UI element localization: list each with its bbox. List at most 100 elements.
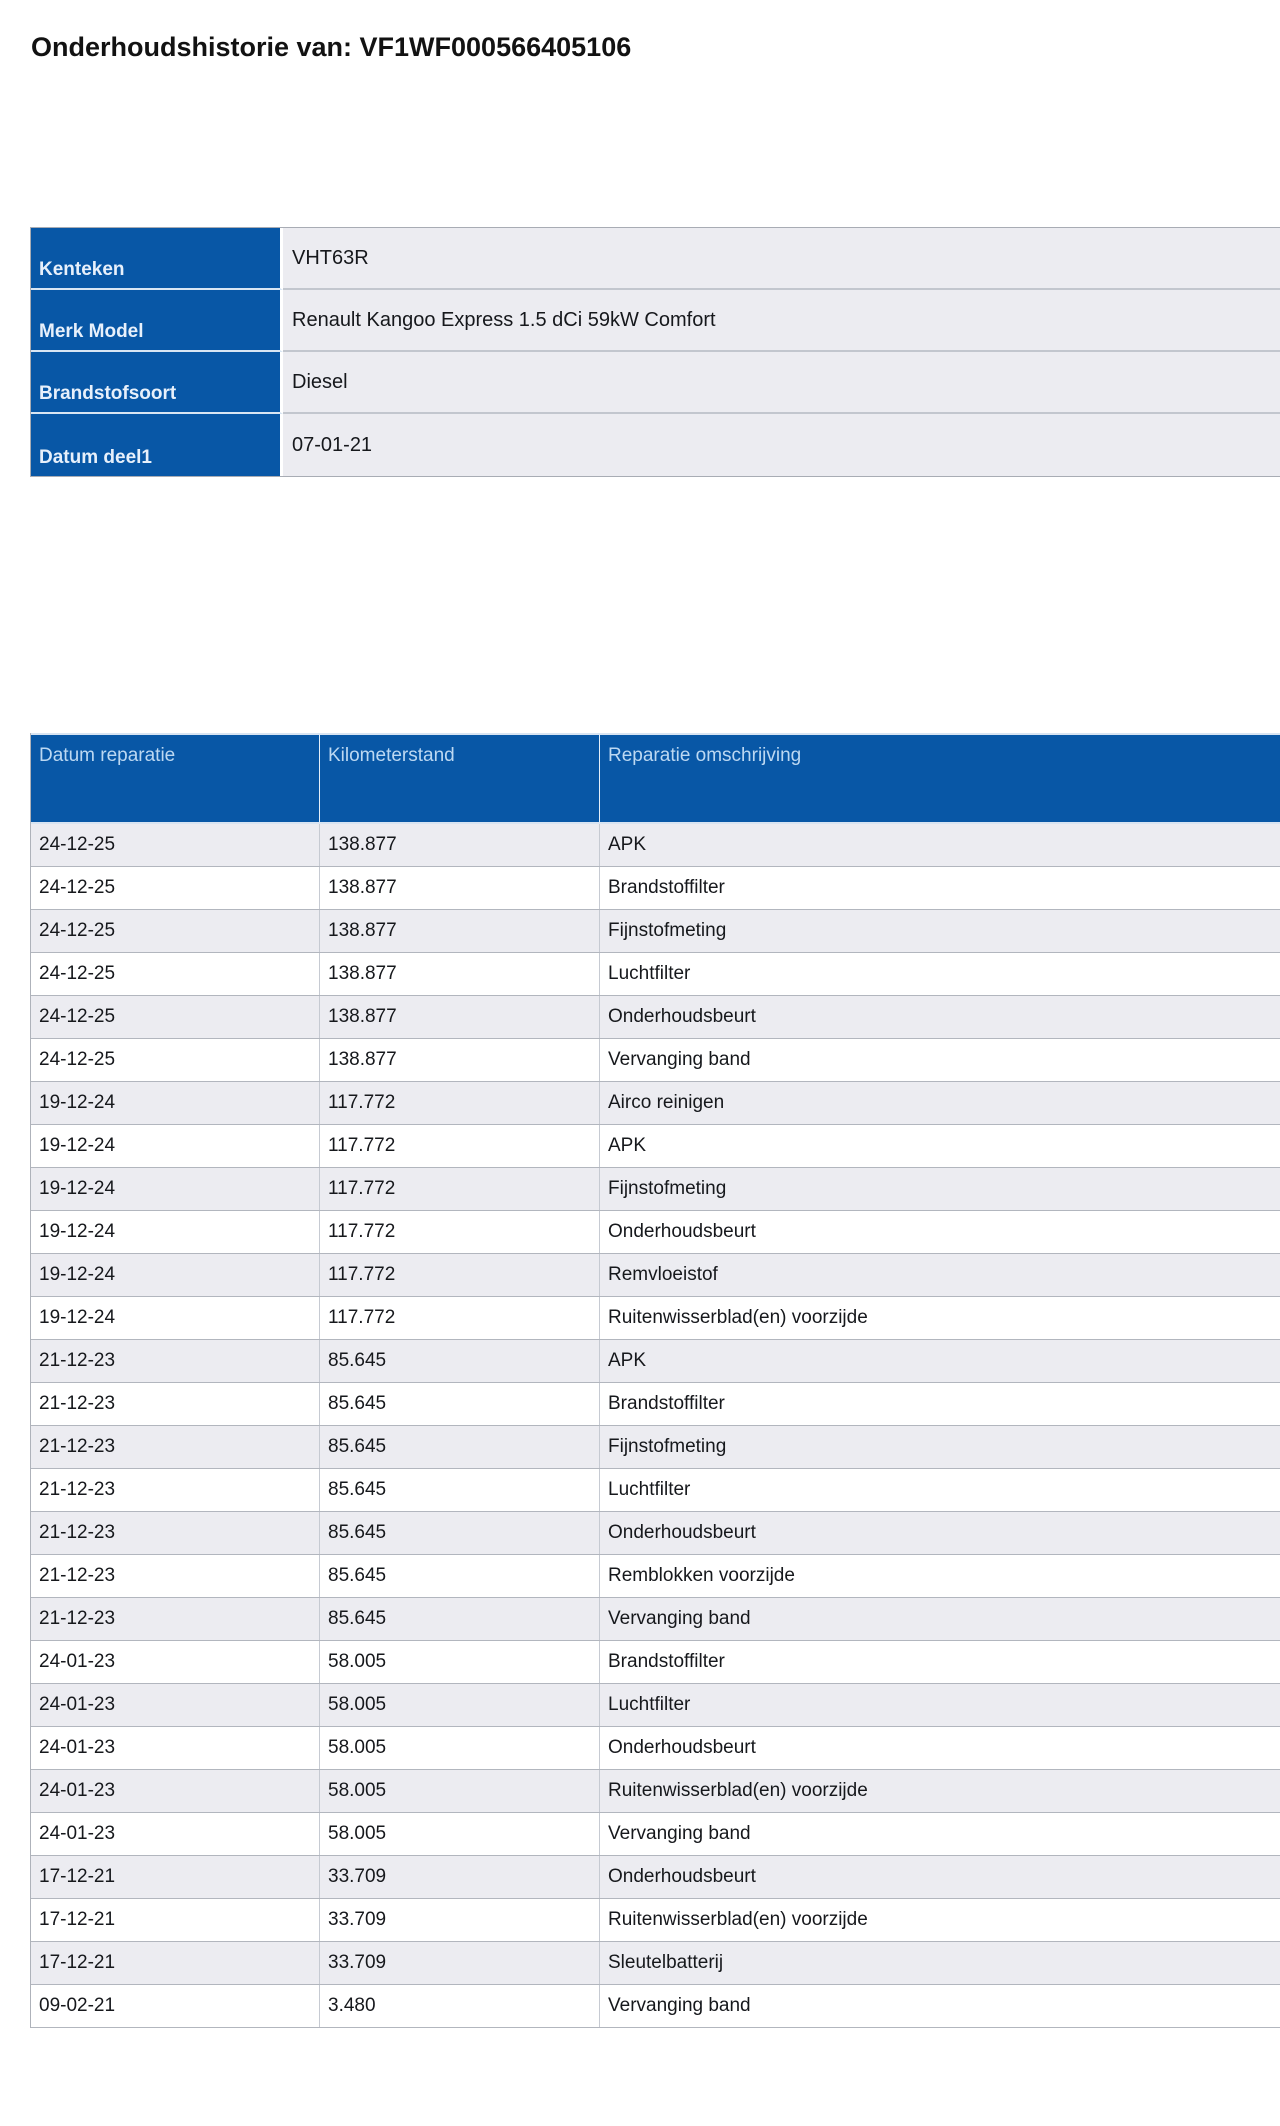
table-row: 19-12-24 117.772 Remvloeistof [31,1254,1280,1297]
info-row: Datum deel1 07-01-21 [31,414,1280,476]
cell-date: 19-12-24 [39,1178,116,1199]
info-value-kenteken: VHT63R [283,228,1280,290]
info-row: Brandstofsoort Diesel [31,352,1280,414]
cell-description: APK [599,824,1280,866]
cell-description: Vervanging band [599,1813,1280,1855]
cell-date: 19-12-24 [39,1307,116,1328]
cell-description: Brandstoffilter [599,1641,1280,1683]
cell-kilometerstand: 85.645 [319,1512,599,1554]
info-row: Merk Model Renault Kangoo Express 1.5 dC… [31,290,1280,352]
column-header-datum-reparatie: Datum reparatie [39,745,176,766]
cell-kilometerstand: 117.772 [319,1211,599,1253]
cell-kilometerstand: 33.709 [319,1856,599,1898]
cell-date: 24-01-23 [39,1737,116,1758]
maintenance-table-body: 24-12-25 138.877 APK 24-12-25 138.877 Brandst… [31,824,1280,2028]
cell-description: Ruitenwisserblad(en) voorzijde [599,1770,1280,1812]
cell-description: Remvloeistof [599,1254,1280,1296]
cell-date: 24-12-25 [39,1049,116,1070]
cell-kilometerstand: 117.772 [319,1297,599,1339]
info-value-datum-deel1: 07-01-21 [283,414,1280,476]
cell-kilometerstand: 85.645 [319,1383,599,1425]
cell-description: Fijnstofmeting [599,1168,1280,1210]
table-row: 24-12-25 138.877 Brandstoffilter [31,867,1280,910]
cell-date: 24-12-25 [39,963,116,984]
cell-date: 21-12-23 [39,1565,116,1586]
table-row: 19-12-24 117.772 Ruitenwisserblad(en) voor… [31,1297,1280,1340]
cell-kilometerstand: 85.645 [319,1598,599,1640]
cell-kilometerstand: 33.709 [319,1942,599,1984]
table-row: 24-01-23 58.005 Brandstoffilter [31,1641,1280,1684]
cell-kilometerstand: 117.772 [319,1082,599,1124]
table-row: 21-12-23 85.645 APK [31,1340,1280,1383]
cell-date: 24-01-23 [39,1780,116,1801]
cell-date: 09-02-21 [39,1995,116,2016]
maintenance-table: Datum reparatie Kilometerstand Reparatie… [30,733,1280,2028]
cell-kilometerstand: 138.877 [319,996,599,1038]
info-label-brandstofsoort: Brandstofsoort [31,352,283,414]
cell-date: 24-12-25 [39,834,116,855]
cell-description: Fijnstofmeting [599,1426,1280,1468]
table-row: 21-12-23 85.645 Brandstoffilter [31,1383,1280,1426]
table-row: 24-12-25 138.877 Luchtfilter [31,953,1280,996]
table-row: 24-12-25 138.877 APK [31,824,1280,867]
table-row: 24-12-25 138.877 Onderhoudsbeurt [31,996,1280,1039]
cell-description: Onderhoudsbeurt [599,1512,1280,1554]
cell-date: 21-12-23 [39,1393,116,1414]
cell-date: 19-12-24 [39,1264,116,1285]
cell-date: 24-12-25 [39,1006,116,1027]
table-row: 24-01-23 58.005 Vervanging band [31,1813,1280,1856]
info-value-merk-model: Renault Kangoo Express 1.5 dCi 59kW Comf… [283,290,1280,352]
page-title: Onderhoudshistorie van: VF1WF00056640510… [31,32,632,62]
cell-description: Vervanging band [599,1039,1280,1081]
cell-date: 19-12-24 [39,1221,116,1242]
table-row: 21-12-23 85.645 Vervanging band [31,1598,1280,1641]
cell-kilometerstand: 138.877 [319,1039,599,1081]
cell-kilometerstand: 33.709 [319,1899,599,1941]
info-label-kenteken: Kenteken [31,228,283,290]
cell-description: Brandstoffilter [599,867,1280,909]
cell-date: 17-12-21 [39,1952,116,1973]
cell-kilometerstand: 117.772 [319,1125,599,1167]
column-header-reparatie-omschrijving: Reparatie omschrijving [599,735,1280,822]
table-row: 17-12-21 33.709 Onderhoudsbeurt [31,1856,1280,1899]
cell-date: 24-01-23 [39,1651,116,1672]
cell-date: 21-12-23 [39,1479,116,1500]
cell-description: Airco reinigen [599,1082,1280,1124]
cell-description: Onderhoudsbeurt [599,1727,1280,1769]
table-row: 21-12-23 85.645 Remblokken voorzijde [31,1555,1280,1598]
cell-date: 21-12-23 [39,1608,116,1629]
table-row: 24-01-23 58.005 Onderhoudsbeurt [31,1727,1280,1770]
cell-description: Onderhoudsbeurt [599,1856,1280,1898]
info-row: Kenteken VHT63R [31,228,1280,290]
cell-description: Ruitenwisserblad(en) voorzijde [599,1899,1280,1941]
table-row: 24-01-23 58.005 Luchtfilter [31,1684,1280,1727]
table-row: 21-12-23 85.645 Fijnstofmeting [31,1426,1280,1469]
cell-date: 24-12-25 [39,877,116,898]
cell-description: Luchtfilter [599,953,1280,995]
cell-kilometerstand: 138.877 [319,824,599,866]
info-value-brandstofsoort: Diesel [283,352,1280,414]
cell-date: 21-12-23 [39,1522,116,1543]
info-label-datum-deel1: Datum deel1 [31,414,283,476]
table-row: 19-12-24 117.772 Airco reinigen [31,1082,1280,1125]
cell-kilometerstand: 85.645 [319,1469,599,1511]
cell-kilometerstand: 138.877 [319,867,599,909]
cell-description: Vervanging band [599,1985,1280,2027]
table-row: 24-12-25 138.877 Fijnstofmeting [31,910,1280,953]
table-row: 17-12-21 33.709 Sleutelbatterij [31,1942,1280,1985]
cell-kilometerstand: 58.005 [319,1684,599,1726]
cell-kilometerstand: 58.005 [319,1770,599,1812]
cell-description: APK [599,1340,1280,1382]
cell-description: Luchtfilter [599,1469,1280,1511]
info-label-merk-model: Merk Model [31,290,283,352]
table-row: 24-01-23 58.005 Ruitenwisserblad(en) voorz… [31,1770,1280,1813]
maintenance-table-header: Datum reparatie Kilometerstand Reparatie… [31,733,1280,824]
cell-description: Remblokken voorzijde [599,1555,1280,1597]
table-row: 21-12-23 85.645 Luchtfilter [31,1469,1280,1512]
cell-description: Onderhoudsbeurt [599,1211,1280,1253]
table-row: 09-02-21 3.480 Vervanging band [31,1985,1280,2028]
cell-date: 24-01-23 [39,1694,116,1715]
cell-date: 19-12-24 [39,1135,116,1156]
cell-date: 24-12-25 [39,920,116,941]
